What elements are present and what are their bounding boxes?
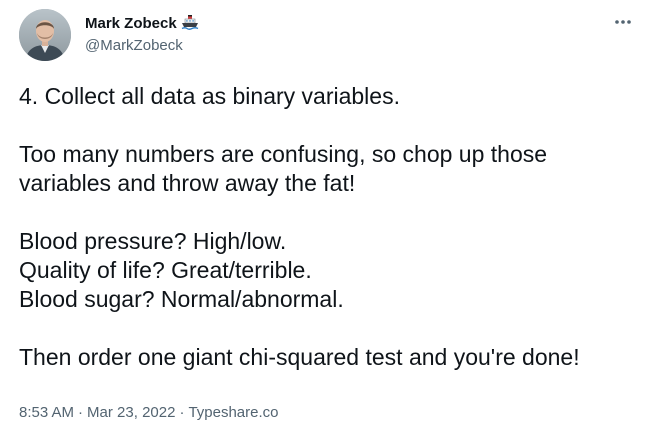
meta-separator: · [179,404,185,421]
tweet-time[interactable]: 8:53 AM [19,404,75,421]
tweet-text: 4. Collect all data as binary variables.… [19,82,639,372]
tweet-text-line: 4. Collect all data as binary variables. [19,83,400,109]
tweet-text-line: Then order one giant chi-squared test an… [19,344,580,370]
ship-icon [181,14,199,32]
tweet-date[interactable]: Mar 23, 2022 [87,404,176,421]
tweet-text-line: Blood sugar? Normal/abnormal. [19,286,344,312]
tweet-text-blank-line [19,198,639,227]
more-options-button[interactable] [613,12,633,32]
meta-separator: · [78,404,84,421]
tweet-text-line: Blood pressure? High/low. [19,228,287,254]
avatar[interactable] [19,9,71,61]
more-horizontal-icon [615,20,631,24]
author-display-name[interactable]: Mark Zobeck [85,14,177,32]
profile-photo-icon [19,9,71,61]
tweet-text-blank-line [19,111,639,140]
author-name-row[interactable]: Mark Zobeck [85,14,199,32]
tweet-text-line: variables and throw away the fat! [19,170,356,196]
tweet-source-link[interactable]: Typeshare.co [188,404,279,421]
tweet-meta: 8:53 AM · Mar 23, 2022 · Typeshare.co [19,404,279,421]
tweet-text-line: Quality of life? Great/terrible. [19,257,312,283]
tweet-text-blank-line [19,314,639,343]
author-handle[interactable]: @MarkZobeck [85,37,183,54]
tweet-text-line: Too many numbers are confusing, so chop … [19,141,548,167]
